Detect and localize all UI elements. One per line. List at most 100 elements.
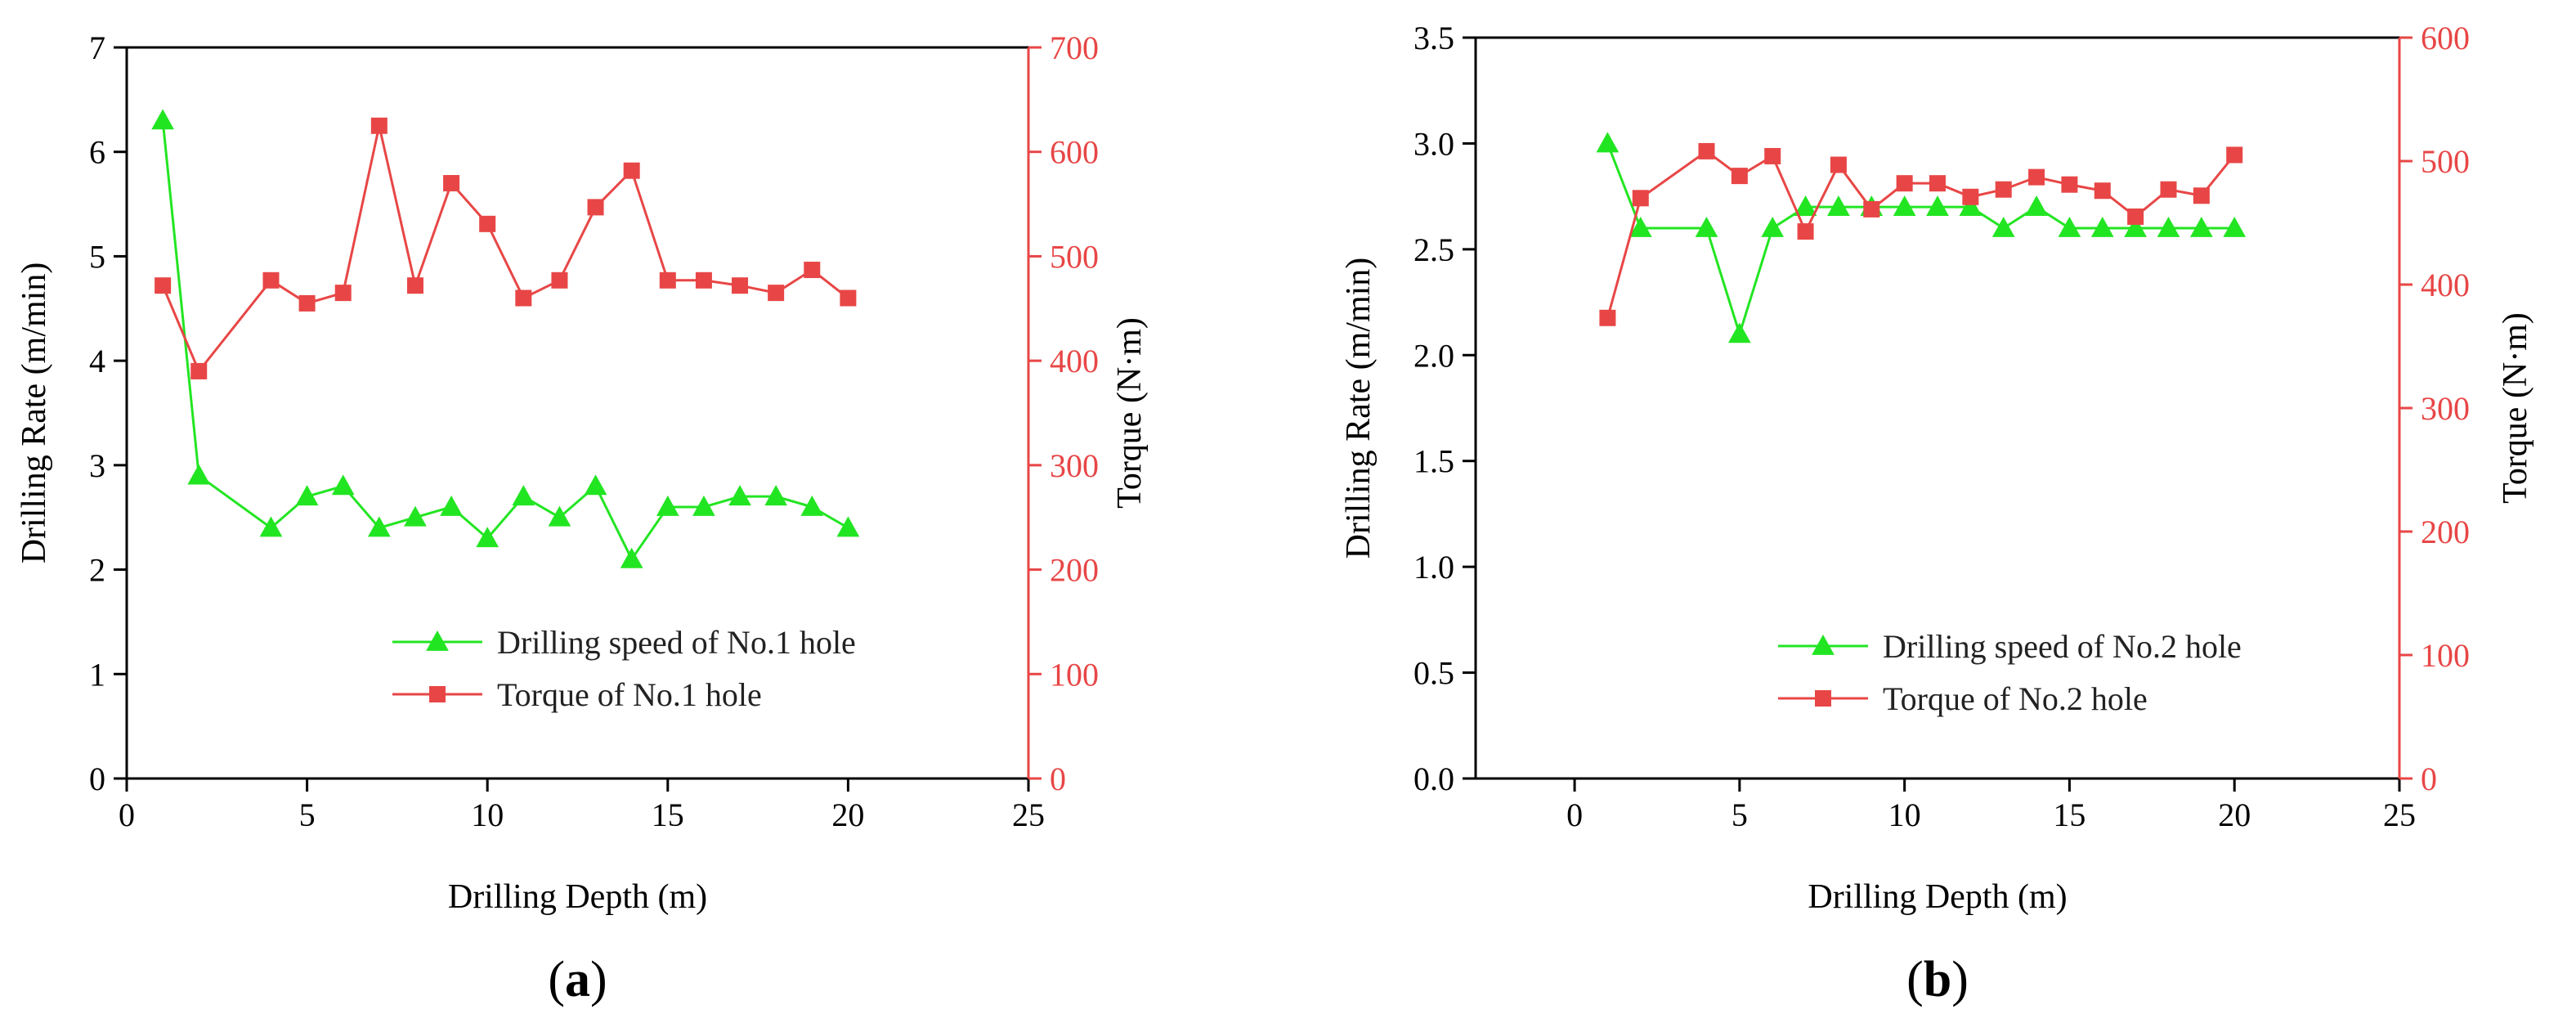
y-axis-title: Drilling Rate (m/min)	[16, 262, 53, 564]
y2-tick-label: 300	[1050, 447, 1099, 484]
y2-tick-label: 400	[1050, 343, 1099, 379]
legend-marker-square	[1815, 690, 1831, 707]
y-tick-label: 0.5	[1413, 655, 1454, 692]
y-tick-label: 0	[89, 761, 105, 797]
data-point-speed	[1926, 195, 1949, 216]
y2-tick-label: 100	[1050, 656, 1099, 693]
legend-label: Torque of No.1 hole	[497, 676, 762, 713]
data-point-speed	[331, 474, 355, 496]
data-point-speed	[728, 485, 751, 506]
y2-tick-label: 300	[2421, 390, 2470, 427]
data-point-torque	[695, 271, 712, 289]
data-point-torque	[2061, 176, 2078, 193]
y-tick-label: 1.5	[1413, 443, 1454, 480]
series-torque	[155, 117, 857, 379]
series-line-torque	[161, 125, 849, 374]
data-point-torque	[1929, 175, 1946, 192]
data-point-speed	[656, 495, 679, 516]
data-point-speed	[2058, 216, 2081, 237]
y-tick-label: 3.0	[1413, 125, 1454, 162]
data-point-torque	[406, 277, 423, 294]
data-point-torque	[334, 285, 352, 302]
data-point-torque	[298, 294, 316, 312]
y2-tick-label: 400	[2421, 267, 2470, 303]
data-point-speed	[584, 474, 607, 496]
legend-label: Drilling speed of No.2 hole	[1883, 628, 2242, 665]
legend: Drilling speed of No.1 hole Torque of No.…	[392, 624, 856, 713]
data-point-torque	[2127, 208, 2144, 225]
data-point-torque	[732, 277, 749, 294]
data-point-speed	[800, 495, 824, 516]
legend-label: Drilling speed of No.1 hole	[497, 624, 856, 661]
data-point-torque	[1797, 223, 1814, 240]
data-point-speed	[764, 485, 788, 506]
data-point-torque	[2226, 146, 2243, 164]
y-axis-title: Drilling Rate (m/min)	[1340, 258, 1378, 559]
data-point-speed	[1827, 195, 1850, 216]
data-point-speed	[1695, 216, 1718, 237]
chart-panel-b: 0 5 10 15 20 25 0.0 0.5 1.0 1.5 2.0 2.5 3.0 3.5 0 100 20…	[1340, 20, 2534, 1007]
y-tick-label: 3.5	[1413, 20, 1454, 56]
x-tick-label: 5	[1732, 796, 1748, 833]
data-point-torque	[840, 289, 857, 307]
data-point-torque	[1698, 142, 1715, 159]
data-point-torque	[1632, 190, 1649, 207]
data-point-speed	[692, 495, 715, 516]
y-tick-label: 2.0	[1413, 337, 1454, 374]
series-line-speed	[1606, 142, 2235, 339]
data-point-torque	[2028, 168, 2045, 186]
data-point-torque	[659, 271, 676, 289]
y-tick-label: 7	[89, 29, 105, 66]
data-point-speed	[404, 505, 427, 527]
data-point-torque	[515, 289, 532, 307]
x-tick-label: 5	[299, 796, 316, 833]
data-point-torque	[804, 262, 821, 279]
data-point-speed	[1596, 132, 1620, 153]
data-point-speed	[367, 516, 391, 537]
data-point-torque	[1863, 200, 1880, 218]
y-tick-label: 0.0	[1413, 761, 1454, 797]
x-tick-label: 10	[1888, 796, 1921, 833]
legend-marker-triangle	[1812, 634, 1835, 655]
x-tick-label: 10	[471, 796, 504, 833]
data-point-speed	[548, 505, 571, 527]
data-point-torque	[1830, 156, 1847, 173]
x-axis-title: Drilling Depth (m)	[1808, 878, 2067, 916]
data-point-torque	[587, 199, 604, 216]
x-tick-label: 25	[2383, 796, 2416, 833]
y2-tick-label: 0	[1050, 761, 1066, 797]
y2-tick-label: 500	[1050, 238, 1099, 275]
x-tick-label: 15	[2053, 796, 2085, 833]
data-point-torque	[551, 271, 568, 289]
y2-tick-label: 100	[2421, 637, 2470, 674]
x-tick-label: 20	[2218, 796, 2251, 833]
legend: Drilling speed of No.2 hole Torque of No.…	[1778, 628, 2242, 717]
y-tick-label: 6	[89, 134, 105, 171]
legend-label: Torque of No.2 hole	[1883, 680, 2148, 717]
data-point-torque	[623, 162, 640, 179]
data-point-speed	[2025, 195, 2048, 216]
series-speed	[151, 109, 860, 568]
data-point-speed	[187, 464, 211, 485]
data-point-speed	[259, 516, 283, 537]
x-tick-label: 20	[831, 796, 864, 833]
data-point-speed	[2223, 216, 2247, 237]
x-tick-label: 25	[1012, 796, 1045, 833]
y-tick-label: 5	[89, 238, 105, 275]
data-point-speed	[1893, 195, 1916, 216]
data-point-torque	[155, 277, 172, 294]
data-point-speed	[1991, 216, 2015, 237]
y-tick-label: 4	[89, 343, 105, 379]
data-point-torque	[443, 175, 460, 192]
chart-panel-a: 0 5 10 15 20 25012345670100200300400500600700…	[16, 29, 1149, 1007]
y-tick-label: 1	[89, 656, 105, 693]
data-point-speed	[151, 109, 174, 130]
data-point-speed	[620, 547, 643, 568]
data-point-speed	[295, 485, 319, 506]
data-point-torque	[1599, 309, 1616, 326]
data-point-speed	[476, 527, 500, 548]
y2-tick-label: 0	[2421, 761, 2437, 797]
data-point-torque	[1995, 181, 2012, 198]
data-point-torque	[768, 285, 785, 302]
data-point-torque	[2094, 182, 2111, 200]
